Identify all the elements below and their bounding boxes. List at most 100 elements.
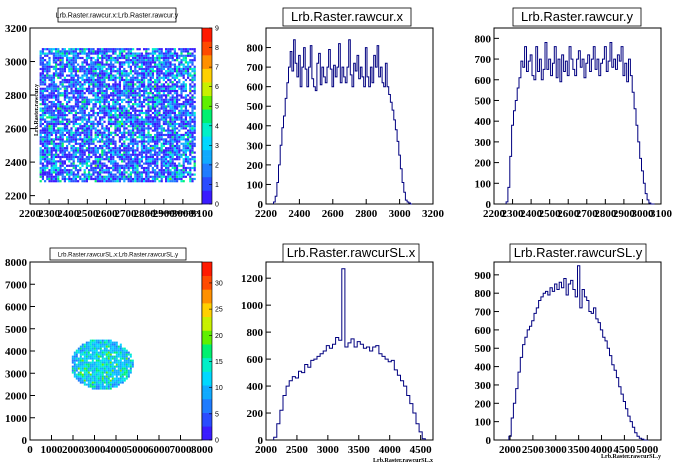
- heatmap-cell: [41, 166, 44, 170]
- heatmap-cell: [132, 164, 135, 167]
- heatmap-cell: [156, 120, 159, 123]
- heatmap-cell: [90, 133, 93, 137]
- heatmap-cell: [180, 103, 183, 106]
- heatmap-cell: [46, 74, 49, 77]
- heatmap-cell: [138, 175, 141, 178]
- heatmap-cell: [136, 56, 139, 60]
- heatmap-cell: [48, 59, 51, 62]
- heatmap-cell: [59, 61, 62, 64]
- heatmap-cell: [44, 158, 47, 161]
- heatmap-cell: [109, 375, 112, 378]
- heatmap-cell: [160, 127, 163, 130]
- heatmap-cell: [85, 361, 88, 364]
- heatmap-cell: [116, 120, 119, 123]
- heatmap-cell: [105, 127, 108, 130]
- heatmap-cell: [121, 363, 124, 366]
- heatmap-cell: [151, 111, 154, 115]
- heatmap-cell: [68, 61, 71, 64]
- heatmap-cell: [121, 116, 124, 119]
- heatmap-cell: [101, 385, 104, 388]
- heatmap-cell: [129, 59, 132, 62]
- y-tick-label: 200: [475, 158, 492, 170]
- heatmap-cell: [66, 105, 69, 108]
- heatmap-cell: [136, 105, 139, 108]
- heatmap-cell: [132, 153, 135, 156]
- heatmap-cell: [48, 138, 51, 141]
- heatmap-cell: [103, 375, 106, 378]
- heatmap-cell: [107, 149, 110, 152]
- heatmap-cell: [110, 149, 113, 152]
- heatmap-cell: [189, 72, 192, 75]
- y-tick-label: 100: [475, 417, 492, 429]
- heatmap-cell: [136, 78, 139, 82]
- heatmap-cell: [118, 76, 121, 79]
- heatmap-cell: [176, 171, 179, 174]
- heatmap-cell: [117, 371, 120, 374]
- heatmap-cell: [63, 162, 66, 165]
- heatmap-cell: [165, 142, 168, 145]
- heatmap-cell: [193, 48, 196, 51]
- heatmap-cell: [154, 59, 157, 62]
- heatmap-cell: [99, 377, 102, 380]
- heatmap-cell: [101, 353, 104, 356]
- heatmap-cell: [176, 131, 179, 134]
- heatmap-cell: [193, 87, 196, 90]
- y-tick-label: 4000: [5, 346, 28, 358]
- heatmap-cell: [85, 363, 88, 366]
- heatmap-cell: [57, 89, 60, 93]
- heatmap-cell: [110, 98, 113, 101]
- x-tick-label: 4000: [105, 444, 128, 456]
- heatmap-cell: [93, 373, 96, 376]
- heatmap-cell: [111, 383, 114, 386]
- heatmap-cell: [178, 177, 181, 181]
- heatmap-cell: [46, 158, 49, 161]
- heatmap-cell: [143, 83, 146, 86]
- heatmap-cell: [187, 122, 190, 126]
- heatmap-cell: [73, 357, 76, 360]
- heatmap-cell: [117, 365, 120, 368]
- heatmap-cell: [55, 63, 58, 66]
- heatmap-cell: [92, 56, 95, 60]
- heatmap-cell: [113, 351, 116, 354]
- heatmap-cell: [193, 125, 196, 128]
- heatmap-cell: [94, 151, 97, 154]
- heatmap-cell: [176, 76, 179, 79]
- heatmap-cell: [178, 111, 181, 115]
- heatmap-cell: [169, 67, 172, 71]
- heatmap-cell: [109, 385, 112, 388]
- heatmap-cell: [184, 48, 187, 51]
- heatmap-cell: [134, 76, 137, 79]
- heatmap-cell: [41, 114, 44, 117]
- heatmap-cell: [101, 355, 104, 358]
- heatmap-cell: [114, 147, 117, 150]
- heatmap-cell: [176, 116, 179, 119]
- heatmap-cell: [61, 74, 64, 77]
- heatmap-cell: [180, 173, 183, 176]
- heatmap-cell: [112, 50, 115, 53]
- heatmap-cell: [46, 96, 49, 99]
- colorbar-tick-label: 2: [215, 162, 219, 169]
- heatmap-cell: [160, 63, 163, 66]
- x-tick-label: 2800: [355, 208, 378, 220]
- heatmap-cell: [147, 67, 150, 71]
- heatmap-cell: [99, 111, 102, 115]
- heatmap-cell: [140, 100, 143, 104]
- heatmap-cell: [143, 59, 146, 62]
- heatmap-cell: [57, 169, 60, 172]
- heatmap-cell: [151, 52, 154, 55]
- heatmap-cell: [66, 63, 69, 66]
- heatmap-cell: [176, 169, 179, 172]
- heatmap-cell: [81, 52, 84, 55]
- heatmap-cell: [99, 98, 102, 101]
- heatmap-cell: [169, 122, 172, 126]
- heatmap-cell: [132, 56, 135, 60]
- heatmap-cell: [156, 144, 159, 148]
- heatmap-cell: [61, 72, 64, 75]
- heatmap-cell: [132, 171, 135, 174]
- y-tick-label: 900: [475, 270, 492, 282]
- heatmap-cell: [50, 85, 53, 88]
- heatmap-cell: [132, 61, 135, 64]
- heatmap-cell: [184, 78, 187, 82]
- heatmap-cell: [107, 54, 110, 57]
- heatmap-cell: [105, 375, 108, 378]
